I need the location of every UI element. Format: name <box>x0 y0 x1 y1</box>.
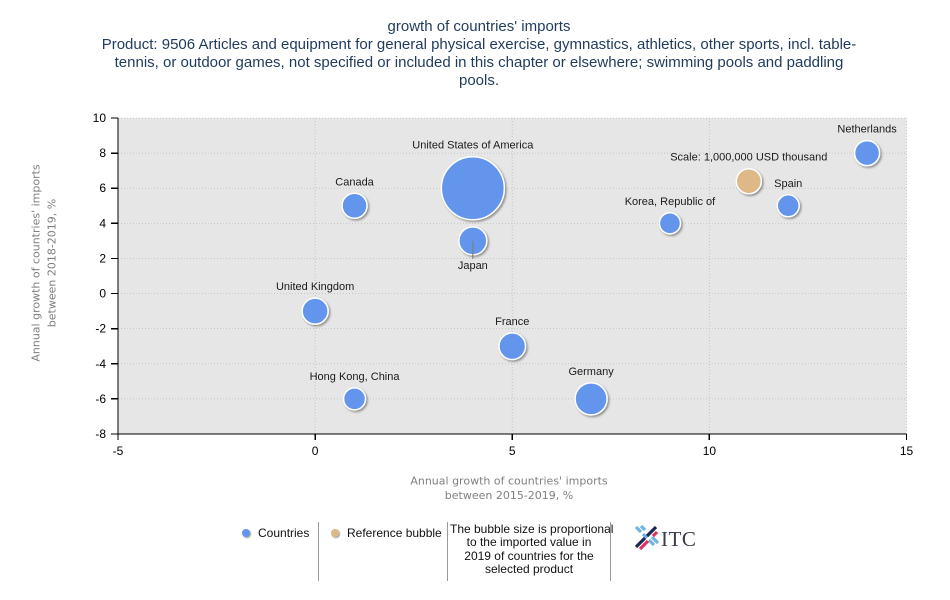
x-tick-label: 0 <box>312 444 319 458</box>
bubble-germany[interactable] <box>574 382 608 416</box>
bubble-canada[interactable] <box>341 192 368 220</box>
axes: -5 0 5 10 15 -8 -6 -4 -2 0 2 4 6 8 10 <box>93 111 914 458</box>
x-axis-title: between 2015-2019, % <box>445 489 573 502</box>
chart-header: growth of countries' imports Product: 95… <box>0 18 950 90</box>
data-label: Spain <box>774 178 802 190</box>
legend-note: The bubble size is proportional to the i… <box>450 522 614 576</box>
data-label: Japan <box>458 260 488 272</box>
data-label: United Kingdom <box>276 281 354 293</box>
bubble-hong-kong-china[interactable] <box>342 387 367 411</box>
legend-item-countries[interactable]: Countries <box>242 526 309 540</box>
data-labels: United States of America Canada Japan Unite… <box>276 124 897 383</box>
legend-label: Reference bubble <box>347 526 442 540</box>
bubble-united-states-of-america[interactable] <box>440 155 506 221</box>
data-label: Hong Kong, China <box>310 371 401 383</box>
data-label: Canada <box>335 176 374 188</box>
x-tick-label: -5 <box>113 444 124 458</box>
bubble-france[interactable] <box>498 332 527 361</box>
reference-bubble-scale-1-000-000-usd-thousand[interactable] <box>735 167 763 195</box>
y-tick-label: 10 <box>93 111 107 125</box>
y-tick-label: -4 <box>95 357 106 371</box>
y-tick-label: -6 <box>95 392 106 406</box>
legend-note-line: to the imported value in <box>466 535 592 550</box>
legend-note-line: 2019 of countries for the <box>464 548 594 563</box>
legend-note-line: The bubble size is proportional <box>450 522 614 536</box>
x-axis-title: Annual growth of countries' imports <box>410 475 608 488</box>
data-label: Germany <box>568 366 614 378</box>
bubble-united-kingdom[interactable] <box>301 297 329 325</box>
legend-divider <box>610 522 611 581</box>
bubbles <box>301 139 881 416</box>
data-label: Netherlands <box>837 124 897 136</box>
gridlines <box>118 117 907 434</box>
legend-note-line: selected product <box>484 561 574 576</box>
legend-dot-reference <box>331 529 339 537</box>
data-label: Scale: 1,000,000 USD thousand <box>670 152 827 164</box>
legend-divider <box>318 522 319 581</box>
bubble-spain[interactable] <box>776 194 800 218</box>
axis-titles: Annual growth of countries' importsbetwe… <box>30 164 608 502</box>
data-label: Korea, Republic of <box>625 196 716 208</box>
y-tick-label: 6 <box>99 181 106 195</box>
chart-title: growth of countries' imports <box>387 18 571 35</box>
legend-label: Countries <box>258 526 310 540</box>
legend-item-reference-bubble[interactable]: Reference bubble <box>331 526 442 540</box>
legend-dot-countries <box>242 529 250 537</box>
bubble-korea-republic-of[interactable] <box>658 212 682 235</box>
y-axis-title: Annual growth of countries' imports <box>30 164 43 362</box>
x-tick-label: 15 <box>900 444 914 458</box>
data-label: France <box>495 316 529 328</box>
bubble-netherlands[interactable] <box>853 139 881 167</box>
data-label: United States of America <box>412 140 534 152</box>
y-tick-label: 4 <box>99 216 106 230</box>
x-tick-label: 10 <box>703 444 717 458</box>
y-tick-label: -2 <box>95 322 106 336</box>
y-tick-label: -8 <box>95 427 106 441</box>
itc-logo-icon <box>634 524 660 551</box>
itc-logo-text: ITC <box>661 527 697 551</box>
chart-subtitle-line: Product: 9506 Articles and equipment for… <box>101 36 857 53</box>
plot-area <box>118 118 907 434</box>
y-tick-label: 0 <box>99 287 106 301</box>
y-axis-title: between 2018-2019, % <box>46 199 59 327</box>
y-tick-label: 8 <box>99 146 106 160</box>
chart-subtitle-line: tennis, or outdoor games, not specified … <box>114 54 844 71</box>
itc-logo[interactable]: ITC <box>633 524 703 554</box>
chart-subtitle-line: pools. <box>458 72 500 89</box>
y-tick-label: 2 <box>99 251 106 265</box>
legend-divider <box>447 522 448 581</box>
x-tick-label: 5 <box>509 444 516 458</box>
